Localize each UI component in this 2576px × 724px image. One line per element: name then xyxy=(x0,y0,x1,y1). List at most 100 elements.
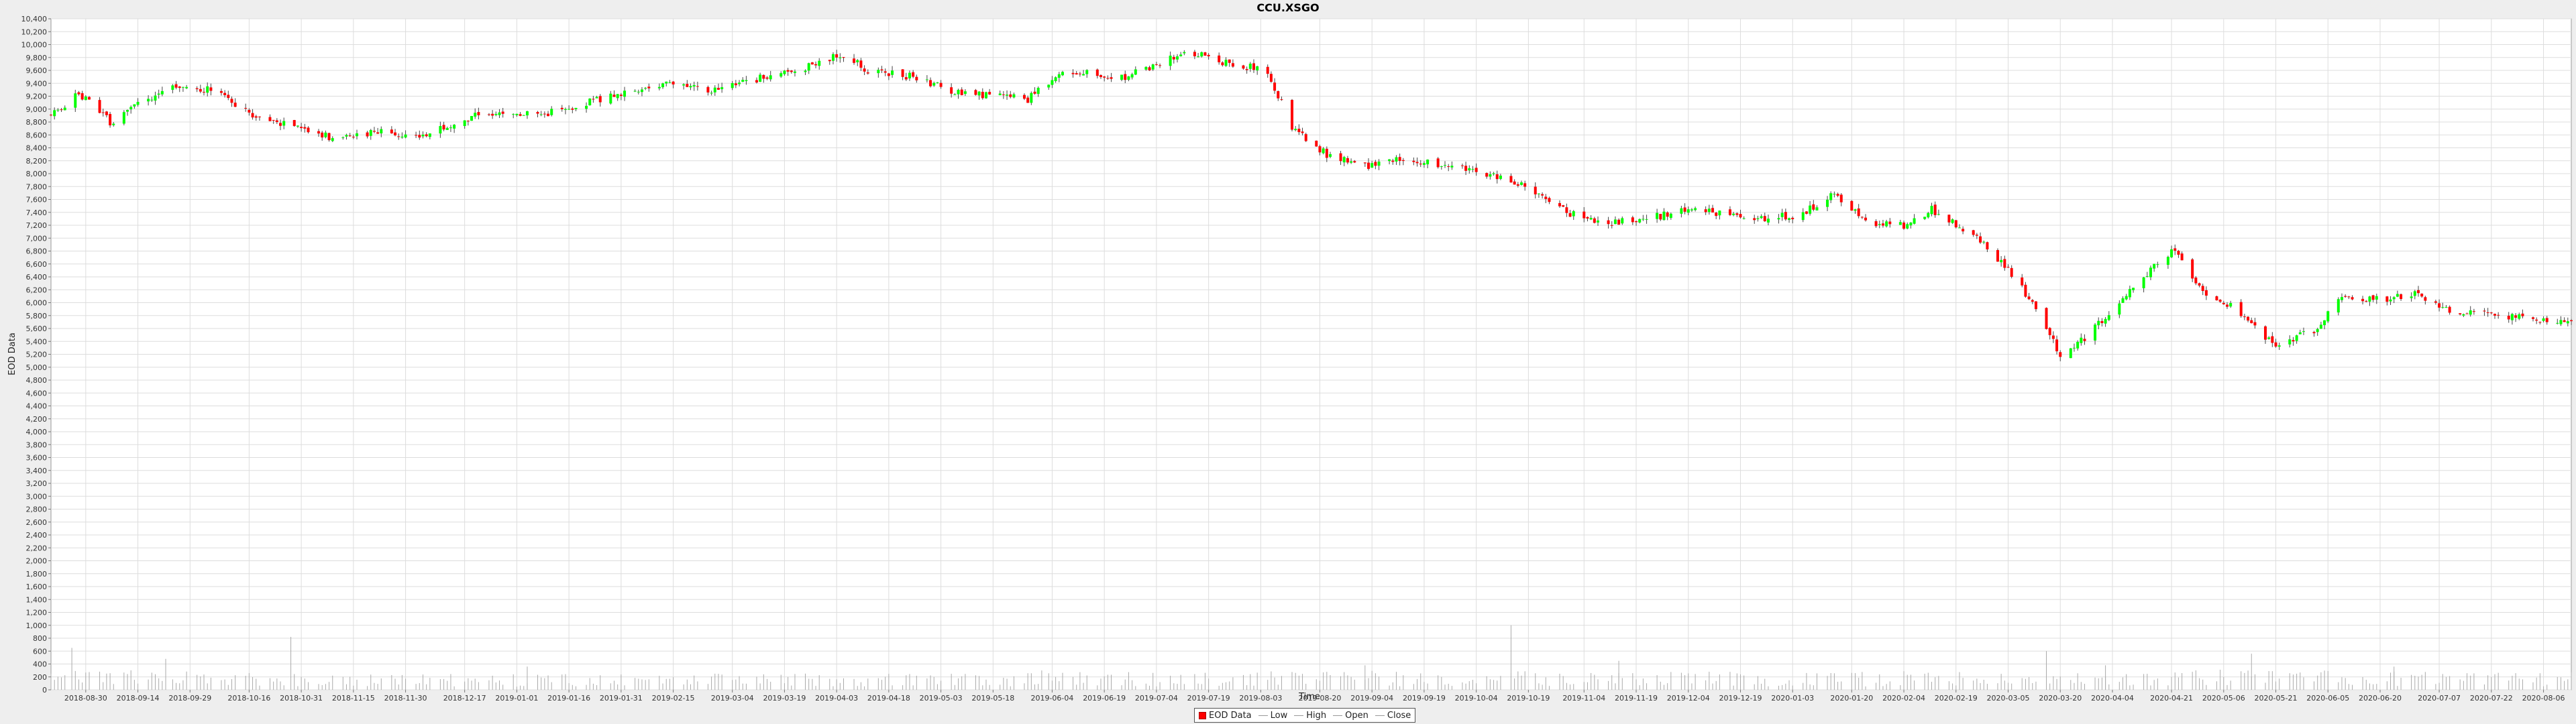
candle-body xyxy=(105,111,108,115)
x-tick-label: 2019-11-04 xyxy=(1562,694,1605,703)
candle-body xyxy=(453,125,456,129)
candle-body xyxy=(2094,324,2097,341)
candle-body xyxy=(1342,157,1346,163)
candle-body xyxy=(2145,276,2149,278)
candle-body xyxy=(1784,212,1787,220)
y-tick-label: 0 xyxy=(42,686,47,695)
candle-body xyxy=(2055,339,2059,352)
candle-body xyxy=(1051,80,1054,85)
candle-body xyxy=(974,90,977,95)
candle-body xyxy=(1159,65,1162,66)
candle-body xyxy=(633,90,637,92)
candle-body xyxy=(1586,217,1589,219)
legend-label-high: High xyxy=(1306,710,1327,721)
candle-body xyxy=(831,54,835,61)
candle-body xyxy=(2180,253,2184,261)
candle-body xyxy=(939,82,943,87)
x-axis-label: Time xyxy=(1298,692,1320,702)
y-tick-label: 4,200 xyxy=(26,415,48,424)
candle-body xyxy=(1656,213,1659,219)
candle-body xyxy=(564,109,567,110)
y-tick-label: 2,200 xyxy=(26,544,48,552)
candle-body xyxy=(345,135,348,137)
candle-body xyxy=(998,93,1002,95)
candle-body xyxy=(2469,310,2472,315)
candle-body xyxy=(2194,278,2198,284)
x-tick-label: 2020-02-19 xyxy=(1935,694,1978,703)
candle-body xyxy=(1256,66,1259,71)
legend-swatch-open xyxy=(1333,715,1343,716)
x-tick-label: 2019-11-19 xyxy=(1615,694,1658,703)
legend-item-open: Open xyxy=(1333,711,1368,721)
candle-body xyxy=(1294,129,1297,131)
y-tick-label: 8,600 xyxy=(26,131,48,139)
candle-body xyxy=(1534,186,1537,194)
candle-body xyxy=(741,80,745,82)
candle-body xyxy=(160,90,164,95)
candle-body xyxy=(1304,134,1307,141)
y-tick-label: 8,400 xyxy=(26,144,48,153)
candle-body xyxy=(1033,91,1036,94)
candle-body xyxy=(376,132,380,134)
candle-body xyxy=(780,73,783,77)
x-tick-label: 2019-04-03 xyxy=(815,694,858,703)
y-tick-label: 3,800 xyxy=(26,440,48,449)
candle-body xyxy=(1516,184,1519,186)
candle-body xyxy=(2201,286,2204,292)
candle-body xyxy=(1221,62,1224,66)
candle-body xyxy=(56,109,60,111)
candle-body xyxy=(1982,241,1986,243)
candle-body xyxy=(1568,213,1572,217)
volume-bars xyxy=(50,625,2572,690)
candle-body xyxy=(2225,304,2229,307)
candle-body xyxy=(77,92,80,95)
candle-body xyxy=(2031,300,2034,302)
candle-body xyxy=(1193,52,1196,56)
candle-body xyxy=(1927,213,1930,218)
y-tick-label: 5,800 xyxy=(26,312,48,320)
candle-body xyxy=(2174,248,2177,251)
candle-body xyxy=(233,103,237,107)
candle-body xyxy=(439,126,442,134)
candle-body xyxy=(268,117,272,121)
legend-item-eod: EOD Data xyxy=(1199,711,1252,721)
candle-body xyxy=(2034,301,2037,310)
candle-body xyxy=(1371,163,1374,168)
candle-body xyxy=(1197,56,1200,58)
candles xyxy=(50,50,2573,361)
candle-body xyxy=(1972,230,1975,235)
candle-body xyxy=(195,88,199,90)
candle-body xyxy=(1148,67,1151,70)
candle-body xyxy=(1315,140,1318,147)
candle-body xyxy=(814,64,818,66)
candle-body xyxy=(901,69,904,77)
candle-body xyxy=(390,129,393,133)
legend-item-low: Low xyxy=(1258,711,1287,721)
candle-body xyxy=(2069,348,2072,359)
candle-body xyxy=(853,58,856,63)
candle-body xyxy=(251,113,254,118)
y-tick-label: 6,000 xyxy=(26,299,48,308)
x-tick-label: 2020-07-22 xyxy=(2470,694,2513,703)
x-tick-label: 2019-01-31 xyxy=(600,694,643,703)
candle-body xyxy=(640,89,643,93)
candle-body xyxy=(1930,206,1933,215)
candle-body xyxy=(1061,72,1064,76)
candle-body xyxy=(585,105,588,109)
candle-body xyxy=(2302,331,2305,333)
candle-body xyxy=(745,80,748,81)
candle-body xyxy=(341,137,345,138)
legend-swatch-high xyxy=(1294,715,1304,716)
candle-body xyxy=(1009,94,1012,97)
candle-body xyxy=(2222,302,2225,304)
candle-body xyxy=(2518,314,2521,319)
candle-body xyxy=(227,95,230,99)
y-tick-label: 5,000 xyxy=(26,363,48,372)
candle-body xyxy=(1732,213,1735,215)
candle-body xyxy=(1937,214,1940,215)
candle-body xyxy=(254,116,258,118)
candle-body xyxy=(1635,221,1638,223)
candle-body xyxy=(1854,209,1857,211)
candle-body xyxy=(877,70,880,74)
candle-body xyxy=(915,76,918,80)
